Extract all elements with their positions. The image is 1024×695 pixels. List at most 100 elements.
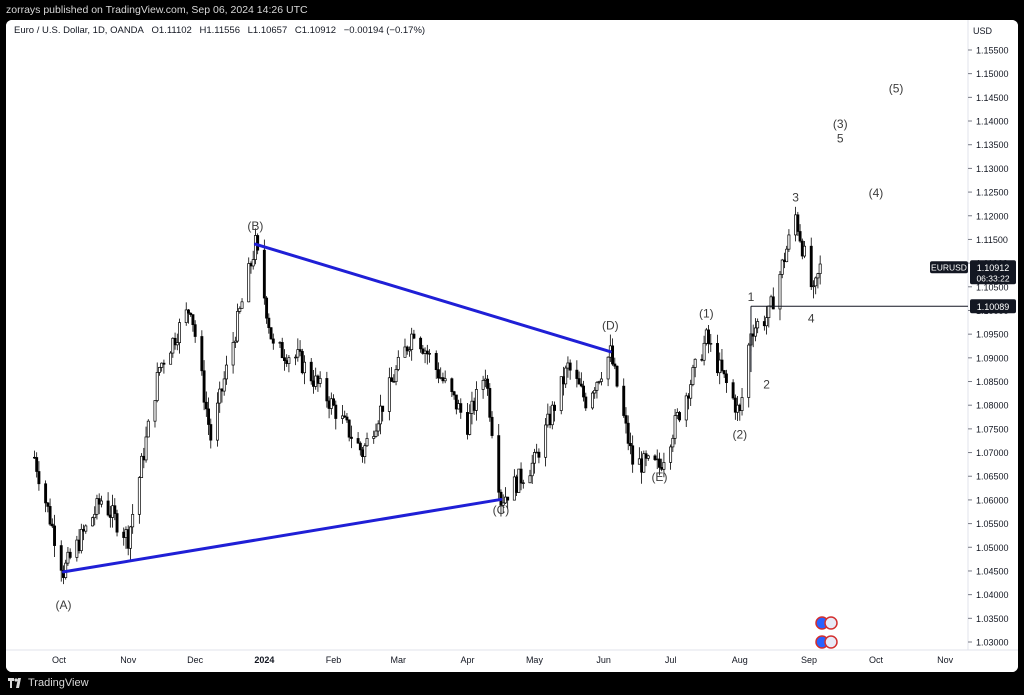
candle-body — [568, 362, 572, 371]
candle-body — [595, 381, 599, 391]
candle-body — [410, 333, 414, 350]
symbol-label: Euro / U.S. Dollar, 1D, OANDA — [14, 25, 144, 36]
candle-body — [32, 456, 36, 459]
candle-body — [582, 385, 586, 398]
candle-body — [332, 398, 336, 406]
wave-label: (C) — [493, 503, 510, 517]
candle-body — [434, 353, 438, 370]
candle-body — [577, 378, 581, 385]
candle-body — [640, 458, 644, 473]
y-tick-label: 1.07000 — [976, 448, 1009, 458]
candle-body — [816, 273, 820, 279]
candle-body — [457, 403, 461, 410]
candle-body — [285, 360, 289, 364]
candle-body — [358, 442, 362, 451]
y-tick-label: 1.04000 — [976, 590, 1009, 600]
candle-body — [506, 496, 510, 501]
candle-body — [740, 397, 744, 411]
wave-label: (4) — [869, 186, 884, 200]
candle-body — [75, 539, 79, 558]
symbol-tag-label: EURUSD — [931, 262, 967, 272]
candle-body — [671, 437, 675, 448]
x-tick-label: Jun — [596, 655, 611, 665]
candle-body — [470, 400, 474, 414]
candle-body — [689, 384, 693, 399]
level-price-label: 1.10089 — [977, 302, 1010, 312]
candle-body — [481, 380, 485, 390]
price-chart[interactable]: 1.15500 1.15000 1.14500 1.14000 1.13500 1.130… — [6, 20, 1018, 672]
candle-body — [280, 342, 284, 359]
candle-body — [84, 525, 88, 532]
candle-body — [184, 309, 188, 323]
wave-label: 3 — [792, 191, 799, 205]
wave-label: (B) — [247, 219, 263, 233]
candle-body — [46, 502, 50, 507]
candle-body — [68, 551, 72, 558]
y-tick-label: 1.08500 — [976, 377, 1009, 387]
candle-body — [126, 529, 130, 549]
candle-body — [265, 297, 269, 319]
candle-body — [343, 415, 347, 418]
candle-body — [298, 349, 302, 352]
candle-body — [153, 400, 157, 422]
x-tick-label: Nov — [937, 655, 954, 665]
candle-body — [718, 359, 722, 374]
candle-body — [631, 445, 635, 465]
candle-body — [421, 348, 425, 354]
candle-body — [251, 259, 255, 267]
candle-body — [537, 451, 541, 458]
candle-body — [392, 381, 396, 383]
candle-body — [450, 378, 454, 393]
candle-body — [347, 419, 351, 438]
candle-body — [79, 528, 83, 552]
candle-body — [193, 324, 197, 337]
candle-body — [722, 370, 726, 375]
candle-body — [709, 343, 713, 345]
x-tick-label: Apr — [460, 655, 474, 665]
candle-body — [220, 388, 224, 392]
candle-body — [803, 245, 806, 257]
candle-body — [765, 317, 769, 327]
candle-body — [146, 420, 150, 438]
candle-body — [751, 333, 755, 337]
low-value: L1.10657 — [247, 25, 288, 36]
publisher-bar: zorrays published on TradingView.com, Se… — [0, 0, 1024, 20]
x-tick-label: Aug — [732, 655, 748, 665]
wave-label: 4 — [808, 311, 815, 325]
candle-body — [544, 424, 548, 458]
candle-body — [437, 369, 440, 379]
candle-body — [441, 377, 445, 382]
candle-body — [488, 388, 492, 418]
candle-body — [115, 513, 119, 533]
candle-body — [374, 430, 378, 437]
candle-body — [767, 305, 771, 318]
candle-body — [287, 357, 291, 364]
candle-body — [439, 377, 443, 379]
candle-body — [798, 231, 802, 242]
candle-body — [269, 327, 273, 340]
candle-body — [142, 455, 146, 461]
candle-body — [381, 405, 385, 412]
x-tick-label: 2024 — [254, 655, 274, 665]
candle-body — [731, 382, 735, 399]
candle-body — [486, 378, 490, 389]
candle-body — [169, 352, 173, 365]
candle-body — [597, 381, 601, 383]
candle-body — [550, 404, 554, 426]
candle-body — [325, 378, 329, 402]
y-tick-label: 1.13000 — [976, 164, 1009, 174]
candle-body — [271, 338, 275, 344]
candle-body — [702, 342, 706, 361]
y-tick-label: 1.06000 — [976, 495, 1009, 505]
candle-body — [796, 214, 800, 232]
wave-label: 2 — [763, 378, 770, 392]
y-tick-label: 1.08000 — [976, 401, 1009, 411]
candle-body — [162, 362, 166, 365]
tradingview-logo[interactable]: TradingView — [8, 677, 89, 689]
candle-body — [707, 329, 711, 345]
candle-body — [155, 372, 159, 401]
candle-body — [48, 506, 52, 525]
candle-body — [452, 391, 456, 396]
candle-body — [204, 401, 208, 410]
candle-body — [657, 458, 661, 468]
